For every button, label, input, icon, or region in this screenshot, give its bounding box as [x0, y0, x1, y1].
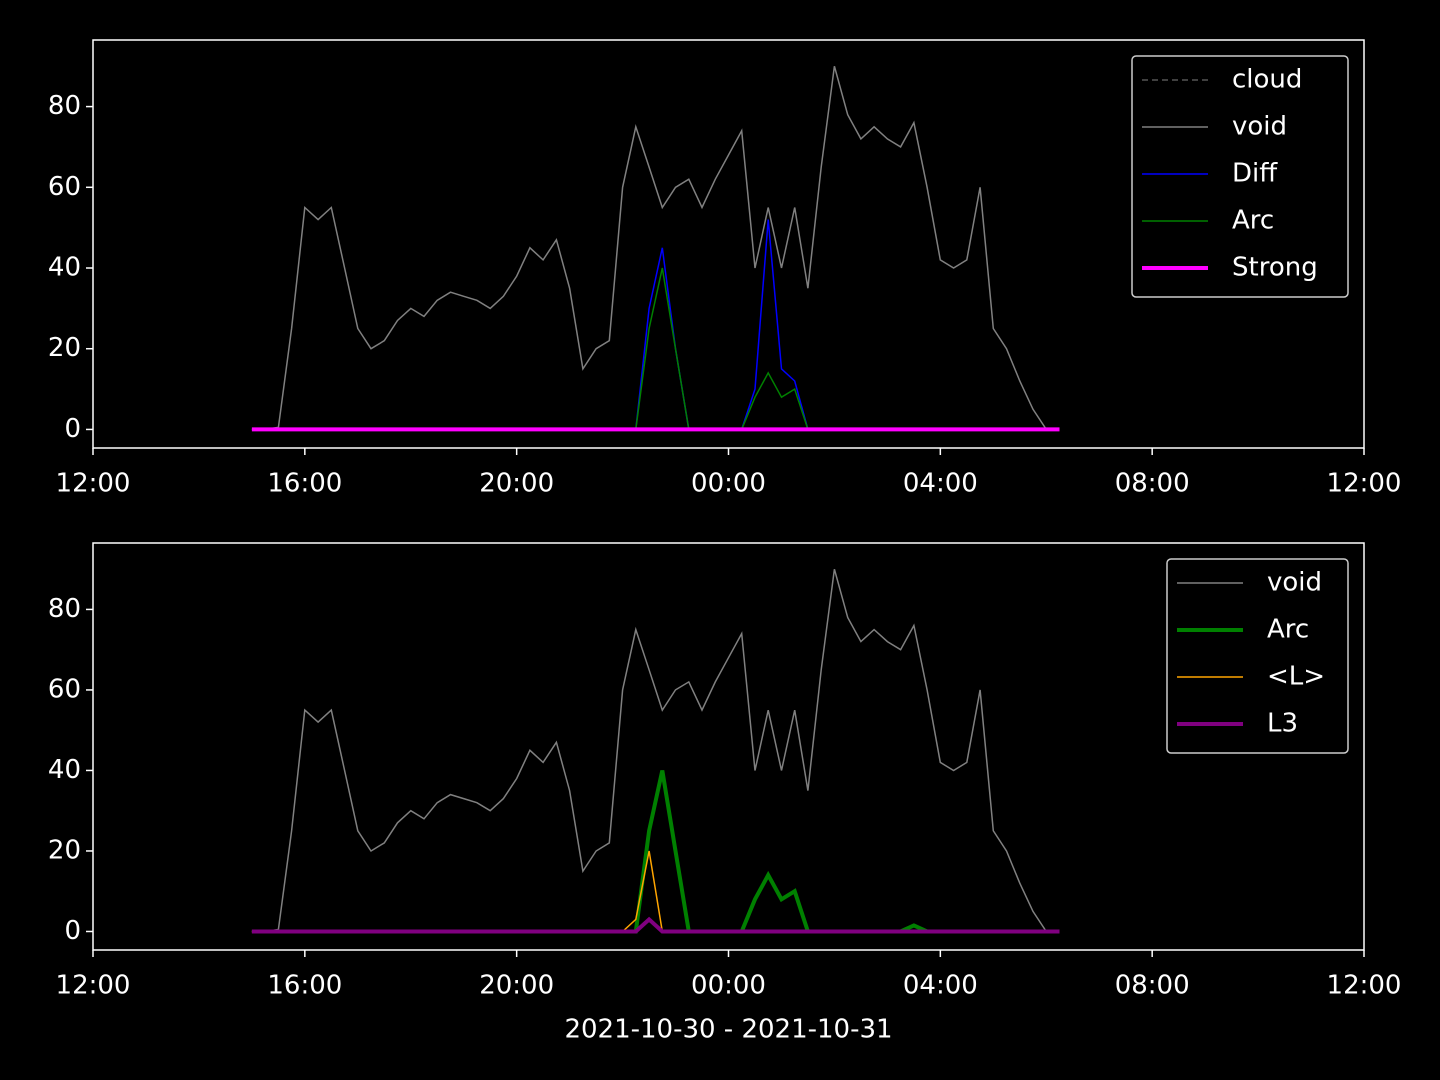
y-tick-label: 20 [48, 333, 81, 363]
x-tick-label: 16:00 [267, 469, 342, 499]
y-tick-label: 40 [48, 253, 81, 283]
x-tick-label: 00:00 [691, 971, 766, 1001]
x-tick-label: 08:00 [1115, 469, 1190, 499]
y-tick-label: 60 [48, 172, 81, 202]
y-tick-label: 0 [64, 916, 81, 946]
series-line [251, 66, 1060, 431]
series-line [251, 770, 1060, 934]
x-tick-label: 04:00 [903, 469, 978, 499]
series-line [251, 916, 1060, 934]
y-tick-label: 40 [48, 755, 81, 785]
y-tick-label: 80 [48, 91, 81, 121]
x-tick-label: 08:00 [1115, 971, 1190, 1001]
y-tick-label: 80 [48, 594, 81, 624]
legend-label: Strong [1232, 253, 1318, 283]
axes-frame [92, 542, 1365, 951]
x-tick-label: 12:00 [1327, 469, 1402, 499]
legend-box [1166, 558, 1349, 754]
x-tick-label: 00:00 [691, 469, 766, 499]
x-tick-label: 12:00 [1327, 971, 1402, 1001]
x-tick-label: 20:00 [479, 971, 554, 1001]
legend-label: Arc [1267, 615, 1309, 645]
axes-frame [92, 39, 1365, 449]
x-axis-label: 2021-10-30 - 2021-10-31 [564, 1015, 892, 1045]
x-tick-label: 16:00 [267, 971, 342, 1001]
y-tick-label: 0 [64, 414, 81, 444]
legend-label: L3 [1267, 709, 1298, 739]
series-line [251, 267, 1060, 431]
y-tick-label: 20 [48, 835, 81, 865]
x-tick-label: 20:00 [479, 469, 554, 499]
x-tick-label: 12:00 [56, 469, 131, 499]
x-tick-label: 12:00 [56, 971, 131, 1001]
legend-label: void [1267, 568, 1322, 598]
series-line [251, 569, 1060, 933]
legend-label: cloud [1232, 65, 1302, 95]
series-line [251, 850, 1060, 933]
legend-label: Diff [1232, 159, 1278, 189]
legend-label: Arc [1232, 206, 1274, 236]
legend: void Arc <L> L3 [1166, 558, 1349, 754]
y-tick-label: 60 [48, 674, 81, 704]
legend: cloud void Diff Arc Strong [1131, 55, 1349, 298]
legend-box [1131, 55, 1349, 298]
x-tick-label: 04:00 [903, 971, 978, 1001]
legend-label: <L> [1267, 662, 1325, 692]
legend-label: void [1232, 112, 1287, 142]
